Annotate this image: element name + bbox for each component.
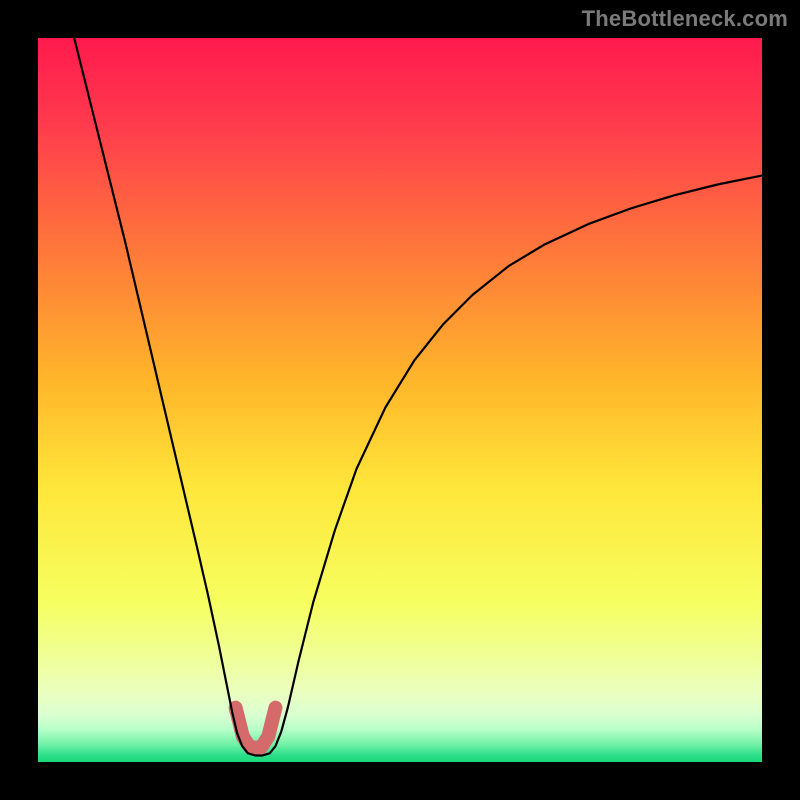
watermark-text: TheBottleneck.com	[582, 6, 788, 32]
bottleneck-curve	[74, 38, 762, 755]
curve-layer	[38, 38, 762, 762]
trough-marker	[236, 708, 276, 748]
chart-canvas: TheBottleneck.com	[0, 0, 800, 800]
plot-area	[38, 38, 762, 762]
